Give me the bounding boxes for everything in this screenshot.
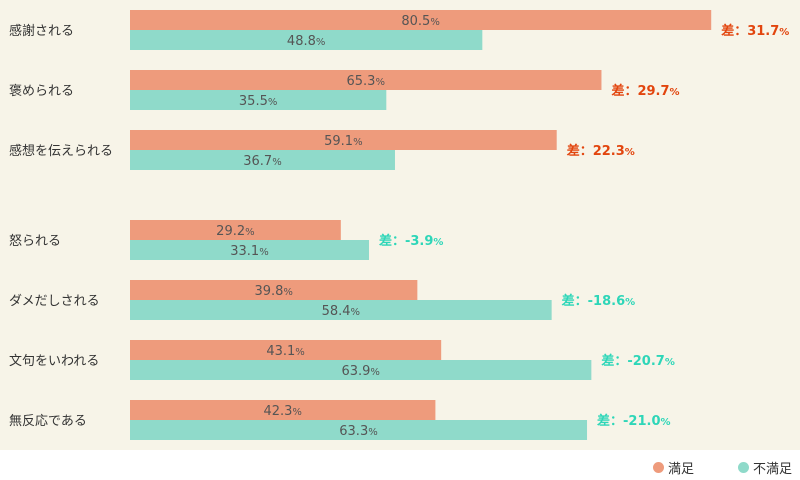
difference-label: 差：-3.9%	[379, 233, 443, 249]
bar-unsatisfied	[130, 90, 387, 110]
value-label-unsatisfied: 63.9%	[341, 364, 379, 379]
bar-unsatisfied	[130, 150, 395, 170]
bar-unsatisfied	[130, 300, 552, 320]
bar-satisfied	[130, 280, 418, 300]
value-label-satisfied: 80.5%	[401, 14, 439, 29]
legend-label-unsatisfied: 不満足	[752, 462, 792, 477]
difference-label: 差：-18.6%	[562, 293, 636, 309]
bar-satisfied	[130, 130, 557, 150]
legend-item-unsatisfied: 不満足	[737, 458, 792, 477]
bar-chart: 感謝される 80.5% 48.8% 差：31.7% 褒められる 65.3% 35.5% 差：2…	[0, 0, 800, 450]
difference-label: 差：22.3%	[567, 143, 635, 159]
difference-label: 差：-21.0%	[597, 413, 671, 429]
value-label-unsatisfied: 36.7%	[243, 154, 281, 169]
value-label-satisfied: 39.8%	[254, 284, 292, 299]
legend-item-satisfied: 満足	[652, 458, 694, 477]
unit-label: %	[670, 87, 680, 98]
value-label-unsatisfied: 48.8%	[287, 34, 325, 49]
unit-label: %	[316, 37, 326, 48]
category-label: 感想を伝えられる	[9, 143, 113, 159]
bar-satisfied	[130, 400, 436, 420]
difference-label: 差：-20.7%	[601, 353, 675, 369]
bar-unsatisfied	[130, 240, 369, 260]
chart-legend: 満足 不満足	[652, 458, 792, 477]
legend-swatch-satisfied	[652, 462, 664, 473]
value-label-unsatisfied: 58.4%	[322, 304, 360, 319]
unit-label: %	[368, 427, 378, 438]
category-label: 無反応である	[9, 414, 87, 429]
bar-unsatisfied	[130, 420, 588, 440]
category-label: ダメだしされる	[9, 294, 100, 309]
unit-label: %	[433, 237, 443, 248]
unit-label: %	[259, 247, 269, 258]
value-label-satisfied: 42.3%	[263, 404, 301, 419]
value-label-satisfied: 65.3%	[346, 74, 384, 89]
unit-label: %	[268, 97, 278, 108]
legend-label-satisfied: 満足	[667, 462, 694, 477]
value-label-unsatisfied: 33.1%	[230, 244, 268, 259]
unit-label: %	[779, 27, 789, 38]
legend-swatch-unsatisfied	[737, 462, 749, 473]
unit-label: %	[245, 227, 255, 238]
value-label-unsatisfied: 63.3%	[339, 424, 377, 439]
unit-label: %	[430, 17, 440, 28]
bar-satisfied	[130, 340, 442, 360]
unit-label: %	[370, 367, 380, 378]
unit-label: %	[625, 147, 635, 158]
value-label-unsatisfied: 35.5%	[239, 94, 277, 109]
category-label: 感謝される	[9, 23, 74, 39]
category-label: 褒められる	[9, 84, 74, 99]
category-label: 文句をいわれる	[9, 354, 99, 369]
category-label: 怒られる	[9, 234, 61, 249]
value-label-satisfied: 43.1%	[266, 344, 304, 359]
unit-label: %	[661, 417, 671, 428]
value-label-satisfied: 59.1%	[324, 134, 362, 149]
bar-satisfied	[130, 10, 712, 30]
unit-label: %	[292, 407, 302, 418]
bar-satisfied	[130, 220, 341, 240]
difference-label: 差：29.7%	[611, 83, 679, 99]
unit-label: %	[375, 77, 385, 88]
unit-label: %	[665, 357, 675, 368]
bar-unsatisfied	[130, 30, 483, 50]
chart-canvas: 感謝される 80.5% 48.8% 差：31.7% 褒められる 65.3% 35.5% 差：2…	[9, 10, 789, 440]
unit-label: %	[351, 307, 361, 318]
unit-label: %	[353, 137, 363, 148]
unit-label: %	[272, 157, 282, 168]
difference-label: 差：31.7%	[721, 23, 789, 39]
value-label-satisfied: 29.2%	[216, 224, 254, 239]
unit-label: %	[283, 287, 293, 298]
unit-label: %	[625, 297, 635, 308]
bar-satisfied	[130, 70, 602, 90]
unit-label: %	[295, 347, 305, 358]
bar-unsatisfied	[130, 360, 592, 380]
